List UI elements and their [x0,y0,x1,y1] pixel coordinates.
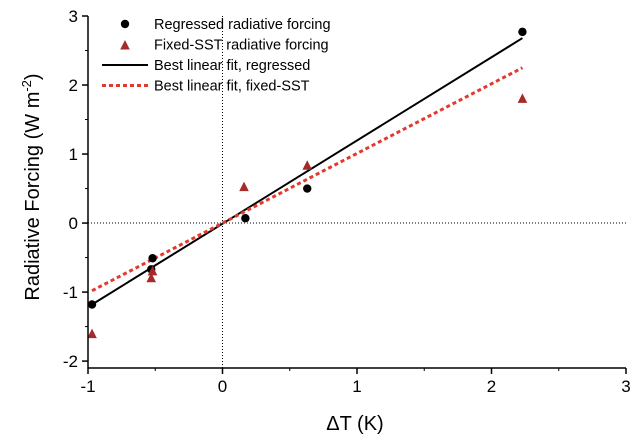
circle-marker [303,184,312,193]
legend-label: Fixed-SST radiative forcing [154,38,329,54]
x-axis-label: ΔT (K) [326,413,383,435]
x-tick-label: -1 [80,377,95,396]
circle-marker [518,27,527,37]
data-markers [87,27,528,339]
legend: Regressed radiative forcing Fixed-SST rad… [102,17,331,95]
triangle-marker [239,181,249,192]
x-tick-label: 2 [487,377,496,396]
triangle-marker [120,40,130,50]
circle-marker [241,214,250,223]
y-axis-label-main: Radiative Forcing (W m [22,92,44,301]
legend-label: Best linear fit, regressed [154,58,310,74]
y-tick-label: 2 [69,76,78,95]
y-tick-label: -1 [63,283,78,302]
x-tick-label: 0 [218,377,227,396]
fit-lines [91,37,524,306]
circle-marker [148,254,157,263]
x-tick-label: 1 [352,377,361,396]
x-tick-label: 3 [621,377,630,396]
y-tick-label: -2 [63,352,78,371]
triangle-marker [517,93,528,103]
legend-label: Best linear fit, fixed-SST [154,79,310,95]
y-tick-label: 1 [69,145,78,164]
y-axis-label: Radiative Forcing (W m-2) [19,73,44,300]
triangle-marker [87,328,97,339]
y-axis-label-close: ) [22,73,44,80]
fit-line-fixed-sst [91,66,524,293]
fit-line-regressed [91,37,523,306]
y-tick-label: 0 [69,214,78,233]
y-tick-label: 3 [69,7,78,26]
triangle-marker [302,160,313,170]
legend-label: Regressed radiative forcing [154,17,331,33]
triangle-marker [146,272,157,283]
triangle-marker [147,265,158,276]
circle-marker [87,300,97,309]
circle-marker [120,19,130,29]
y-axis-label-exponent: -2 [19,80,34,92]
